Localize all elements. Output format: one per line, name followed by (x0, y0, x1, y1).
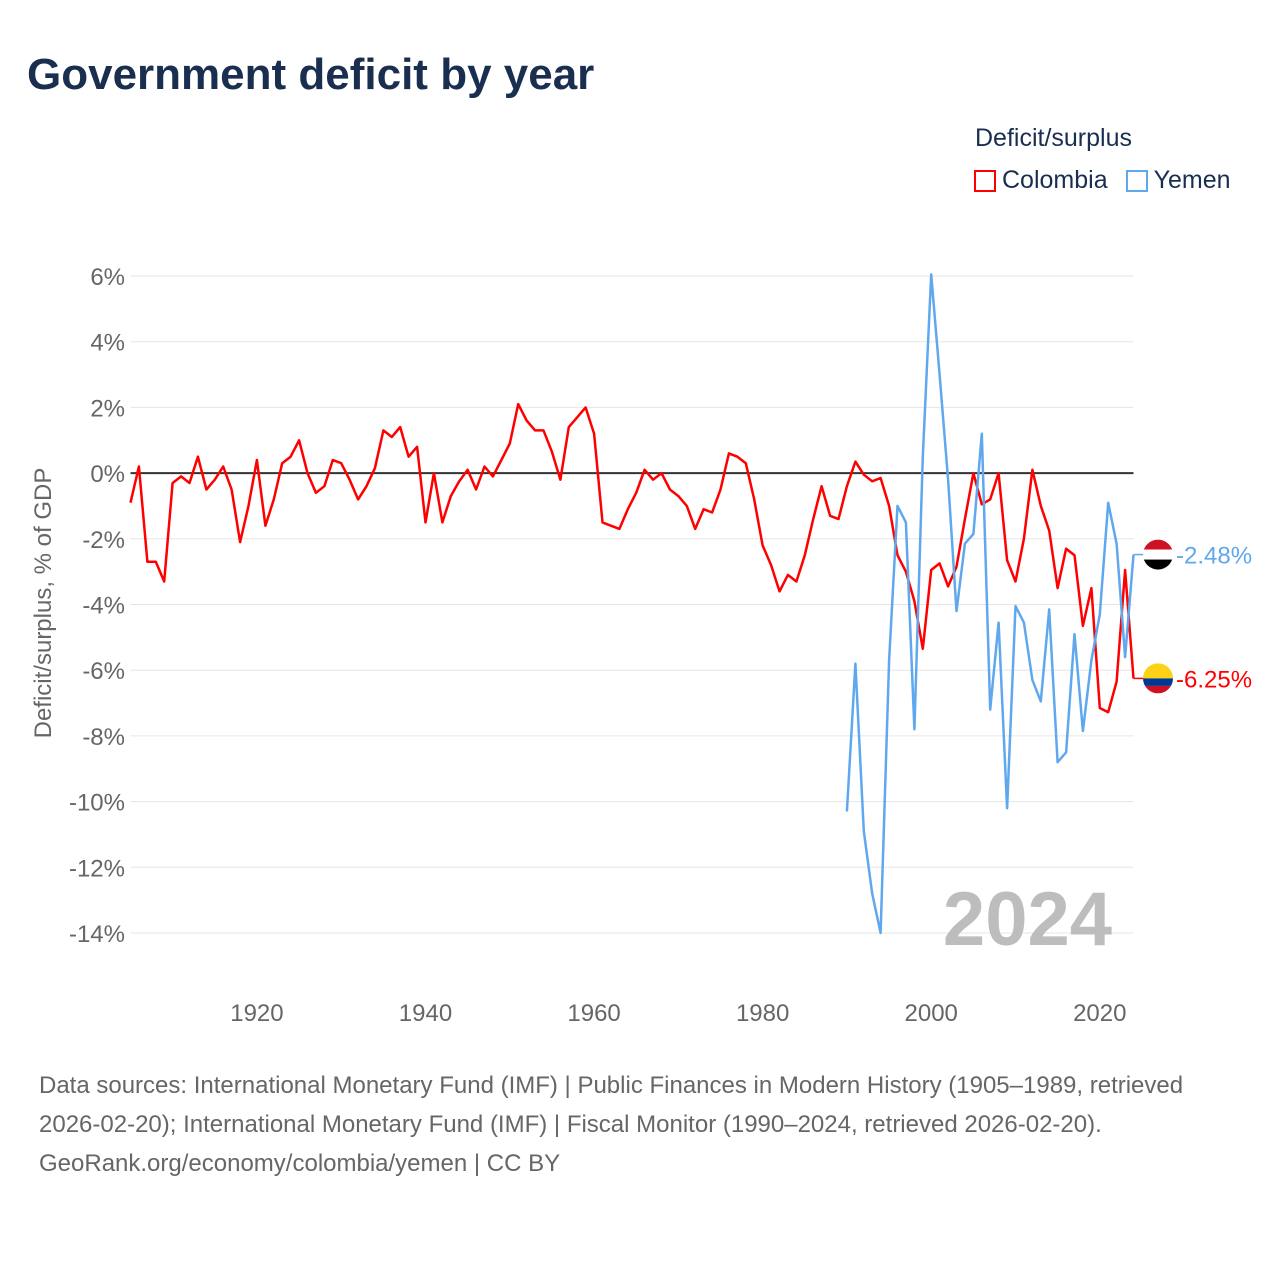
series-lines (129, 273, 1135, 935)
y-tick-label: -8% (82, 724, 125, 751)
legend: Colombia Yemen (974, 166, 1231, 195)
end-labels: -6.25% -2.48% (1133, 539, 1252, 694)
flag-stripe (1143, 678, 1173, 686)
y-tick-label: 6% (90, 264, 125, 291)
y-tick-label: -6% (82, 658, 125, 685)
x-axis-ticks: 1920 1940 1960 1980 2000 2020 (230, 1000, 1126, 1027)
y-axis-label: Deficit/surplus, % of GDP (30, 468, 57, 739)
y-tick-label: -4% (82, 593, 125, 620)
y-tick-label: 0% (90, 461, 125, 488)
colombia-flag-icon (1143, 663, 1173, 694)
attribution-link[interactable]: GeoRank.org/economy/colombia/yemen | CC … (39, 1150, 561, 1177)
end-value-label-yemen: -2.48% (1176, 543, 1252, 570)
y-tick-label: 2% (90, 395, 125, 422)
year-watermark: 2024 (943, 877, 1112, 962)
source-note: Data sources: International Monetary Fun… (39, 1066, 1239, 1183)
flag-stripe (1143, 559, 1173, 570)
x-tick-label: 1980 (736, 1000, 789, 1027)
x-tick-label: 1960 (567, 1000, 620, 1027)
y-tick-label: -12% (69, 855, 125, 882)
legend-label-yemen: Yemen (1153, 166, 1231, 194)
data-sources-text: Data sources: International Monetary Fun… (39, 1072, 1184, 1138)
series-line-yemen (845, 273, 1135, 935)
end-value-label-colombia: -6.25% (1176, 666, 1252, 693)
flag-stripe (1143, 539, 1173, 550)
y-tick-label: -14% (69, 921, 125, 948)
legend-swatch-colombia (974, 169, 996, 192)
legend-swatch-yemen (1125, 169, 1148, 192)
yemen-flag-icon (1143, 539, 1173, 570)
x-tick-label: 2020 (1073, 1000, 1126, 1027)
x-tick-label: 1940 (399, 1000, 452, 1027)
y-tick-label: -2% (82, 527, 125, 554)
y-tick-label: 4% (90, 330, 125, 357)
x-tick-label: 1920 (230, 1000, 283, 1027)
legend-item-colombia[interactable]: Colombia (974, 166, 1108, 195)
y-tick-label: -10% (69, 790, 125, 817)
series-line-colombia (129, 402, 1135, 714)
flag-stripe (1143, 549, 1173, 560)
legend-label-colombia: Colombia (1002, 166, 1108, 194)
flag-stripe (1143, 663, 1173, 679)
y-axis-ticks: 6% 4% 2% 0% -2% -4% -6% -8% -10% -12% -14% (69, 264, 125, 948)
gridlines (130, 275, 1134, 934)
legend-title: Deficit/surplus (975, 124, 1132, 152)
page-title: Government deficit by year (27, 50, 595, 99)
x-tick-label: 2000 (905, 1000, 958, 1027)
legend-item-yemen[interactable]: Yemen (1125, 166, 1231, 195)
flag-stripe (1143, 685, 1173, 694)
